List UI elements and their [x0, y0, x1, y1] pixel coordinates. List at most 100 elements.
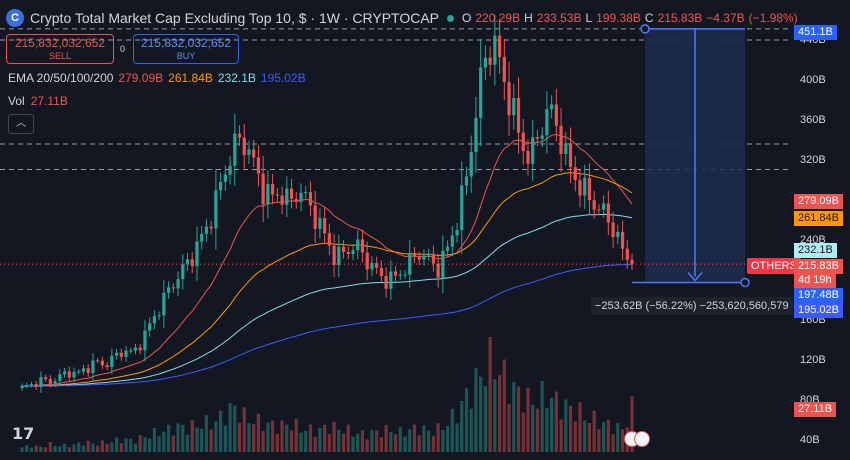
candle-body — [223, 174, 227, 182]
volume-bar — [597, 429, 601, 452]
candle-body — [190, 259, 194, 267]
collapse-legend-button[interactable]: ︿ — [8, 114, 34, 134]
volume-bar — [138, 435, 142, 452]
volume-bar — [445, 425, 450, 452]
volume-bar — [105, 443, 109, 452]
volume-label: Vol — [8, 94, 25, 108]
candle-body — [148, 323, 152, 331]
volume-bar — [393, 434, 398, 452]
volume-bar — [148, 438, 152, 452]
candle-body — [573, 167, 577, 181]
candle-body — [110, 355, 114, 368]
volume-bar — [133, 443, 138, 452]
volume-bar — [129, 438, 133, 452]
candle-body — [67, 371, 71, 378]
candle-body — [365, 252, 369, 270]
candle-body — [398, 274, 402, 276]
candle-body — [587, 177, 592, 201]
volume-bar — [313, 436, 317, 452]
ema-20-line — [21, 133, 633, 387]
candle-body — [483, 57, 488, 68]
volume-bar — [256, 413, 261, 452]
axis-price-badge: 197.48B — [794, 288, 843, 303]
volume-bar — [304, 430, 308, 452]
candle-body — [256, 157, 261, 174]
volume-bar — [29, 447, 34, 452]
volume-bar — [616, 423, 620, 452]
candle-body — [77, 371, 81, 373]
candle-body — [219, 181, 223, 191]
volume-bar — [564, 399, 568, 452]
candle-body — [554, 104, 558, 126]
candle-body — [53, 381, 57, 384]
ohlc-value: 199.38B — [596, 11, 641, 25]
volume-bar — [337, 429, 341, 452]
candle-body — [412, 252, 417, 257]
candle-body — [157, 315, 161, 317]
volume-bar — [507, 404, 511, 452]
candle-body — [502, 56, 506, 83]
candle-body — [535, 137, 540, 139]
buy-button[interactable]: 215,832,032,652 BUY — [133, 34, 239, 64]
volume-bar — [578, 402, 582, 452]
volume-value: 27.11B — [30, 94, 68, 108]
volume-bar — [53, 445, 57, 452]
candle-body — [280, 195, 284, 205]
volume-bar — [275, 433, 279, 452]
candle-body — [195, 241, 199, 267]
volume-bar — [450, 408, 454, 452]
volume-bar — [171, 435, 175, 452]
volume-bar — [318, 427, 322, 452]
candle-body — [34, 384, 38, 387]
volume-bar — [479, 376, 483, 452]
volume-bar — [483, 386, 488, 452]
volume-bar — [323, 424, 327, 452]
ema-50-line — [21, 172, 633, 387]
volume-bar — [431, 435, 435, 452]
volume-bar — [370, 430, 374, 452]
spread-value: 0 — [120, 44, 126, 54]
candle-body — [143, 330, 147, 351]
volume-bar — [176, 423, 180, 452]
measure-handle — [640, 24, 650, 34]
candle-body — [119, 352, 123, 357]
volume-bar — [436, 423, 440, 452]
volume-bar — [620, 429, 625, 452]
ema-200-line — [21, 264, 632, 387]
volume-bar — [587, 422, 592, 452]
candle-body — [209, 226, 213, 229]
volume-legend[interactable]: Vol 27.11B — [8, 94, 68, 108]
ohlc-value: (−1.98%) — [748, 11, 798, 25]
volume-bar — [346, 424, 350, 452]
candle-body — [389, 271, 393, 289]
volume-bar — [81, 445, 86, 452]
candle-body — [86, 368, 90, 374]
candle-body — [204, 226, 209, 234]
candle-body — [379, 267, 383, 276]
sell-label: SELL — [48, 51, 72, 61]
volume-bar — [332, 421, 336, 452]
candle-body — [100, 360, 104, 366]
candle-body — [521, 132, 525, 151]
volume-bar — [422, 425, 426, 452]
candle-body — [360, 239, 365, 253]
event-flag-icon[interactable] — [634, 431, 650, 447]
candle-body — [408, 252, 412, 275]
ema-legend[interactable]: EMA 20/50/100/200 279.09B 261.84B 232.1B 19… — [8, 71, 306, 85]
volume-bar — [86, 440, 90, 452]
ema-value: 279.09B — [118, 71, 164, 85]
candle-body — [479, 67, 483, 118]
symbol-title[interactable]: Crypto Total Market Cap Excluding Top 10… — [30, 10, 440, 26]
volume-bar — [455, 423, 459, 452]
volume-bar — [488, 337, 492, 452]
others-series-label[interactable]: OTHERS — [747, 258, 801, 274]
candle-body — [39, 377, 43, 387]
volume-bar — [559, 419, 563, 452]
axis-price-badge: 27.11B — [794, 402, 837, 417]
candle-body — [237, 133, 242, 138]
volume-bar — [550, 398, 554, 452]
volume-bar — [110, 442, 114, 452]
sell-button[interactable]: 215,832,032,652 SELL — [6, 34, 114, 64]
volume-bar — [228, 403, 232, 452]
